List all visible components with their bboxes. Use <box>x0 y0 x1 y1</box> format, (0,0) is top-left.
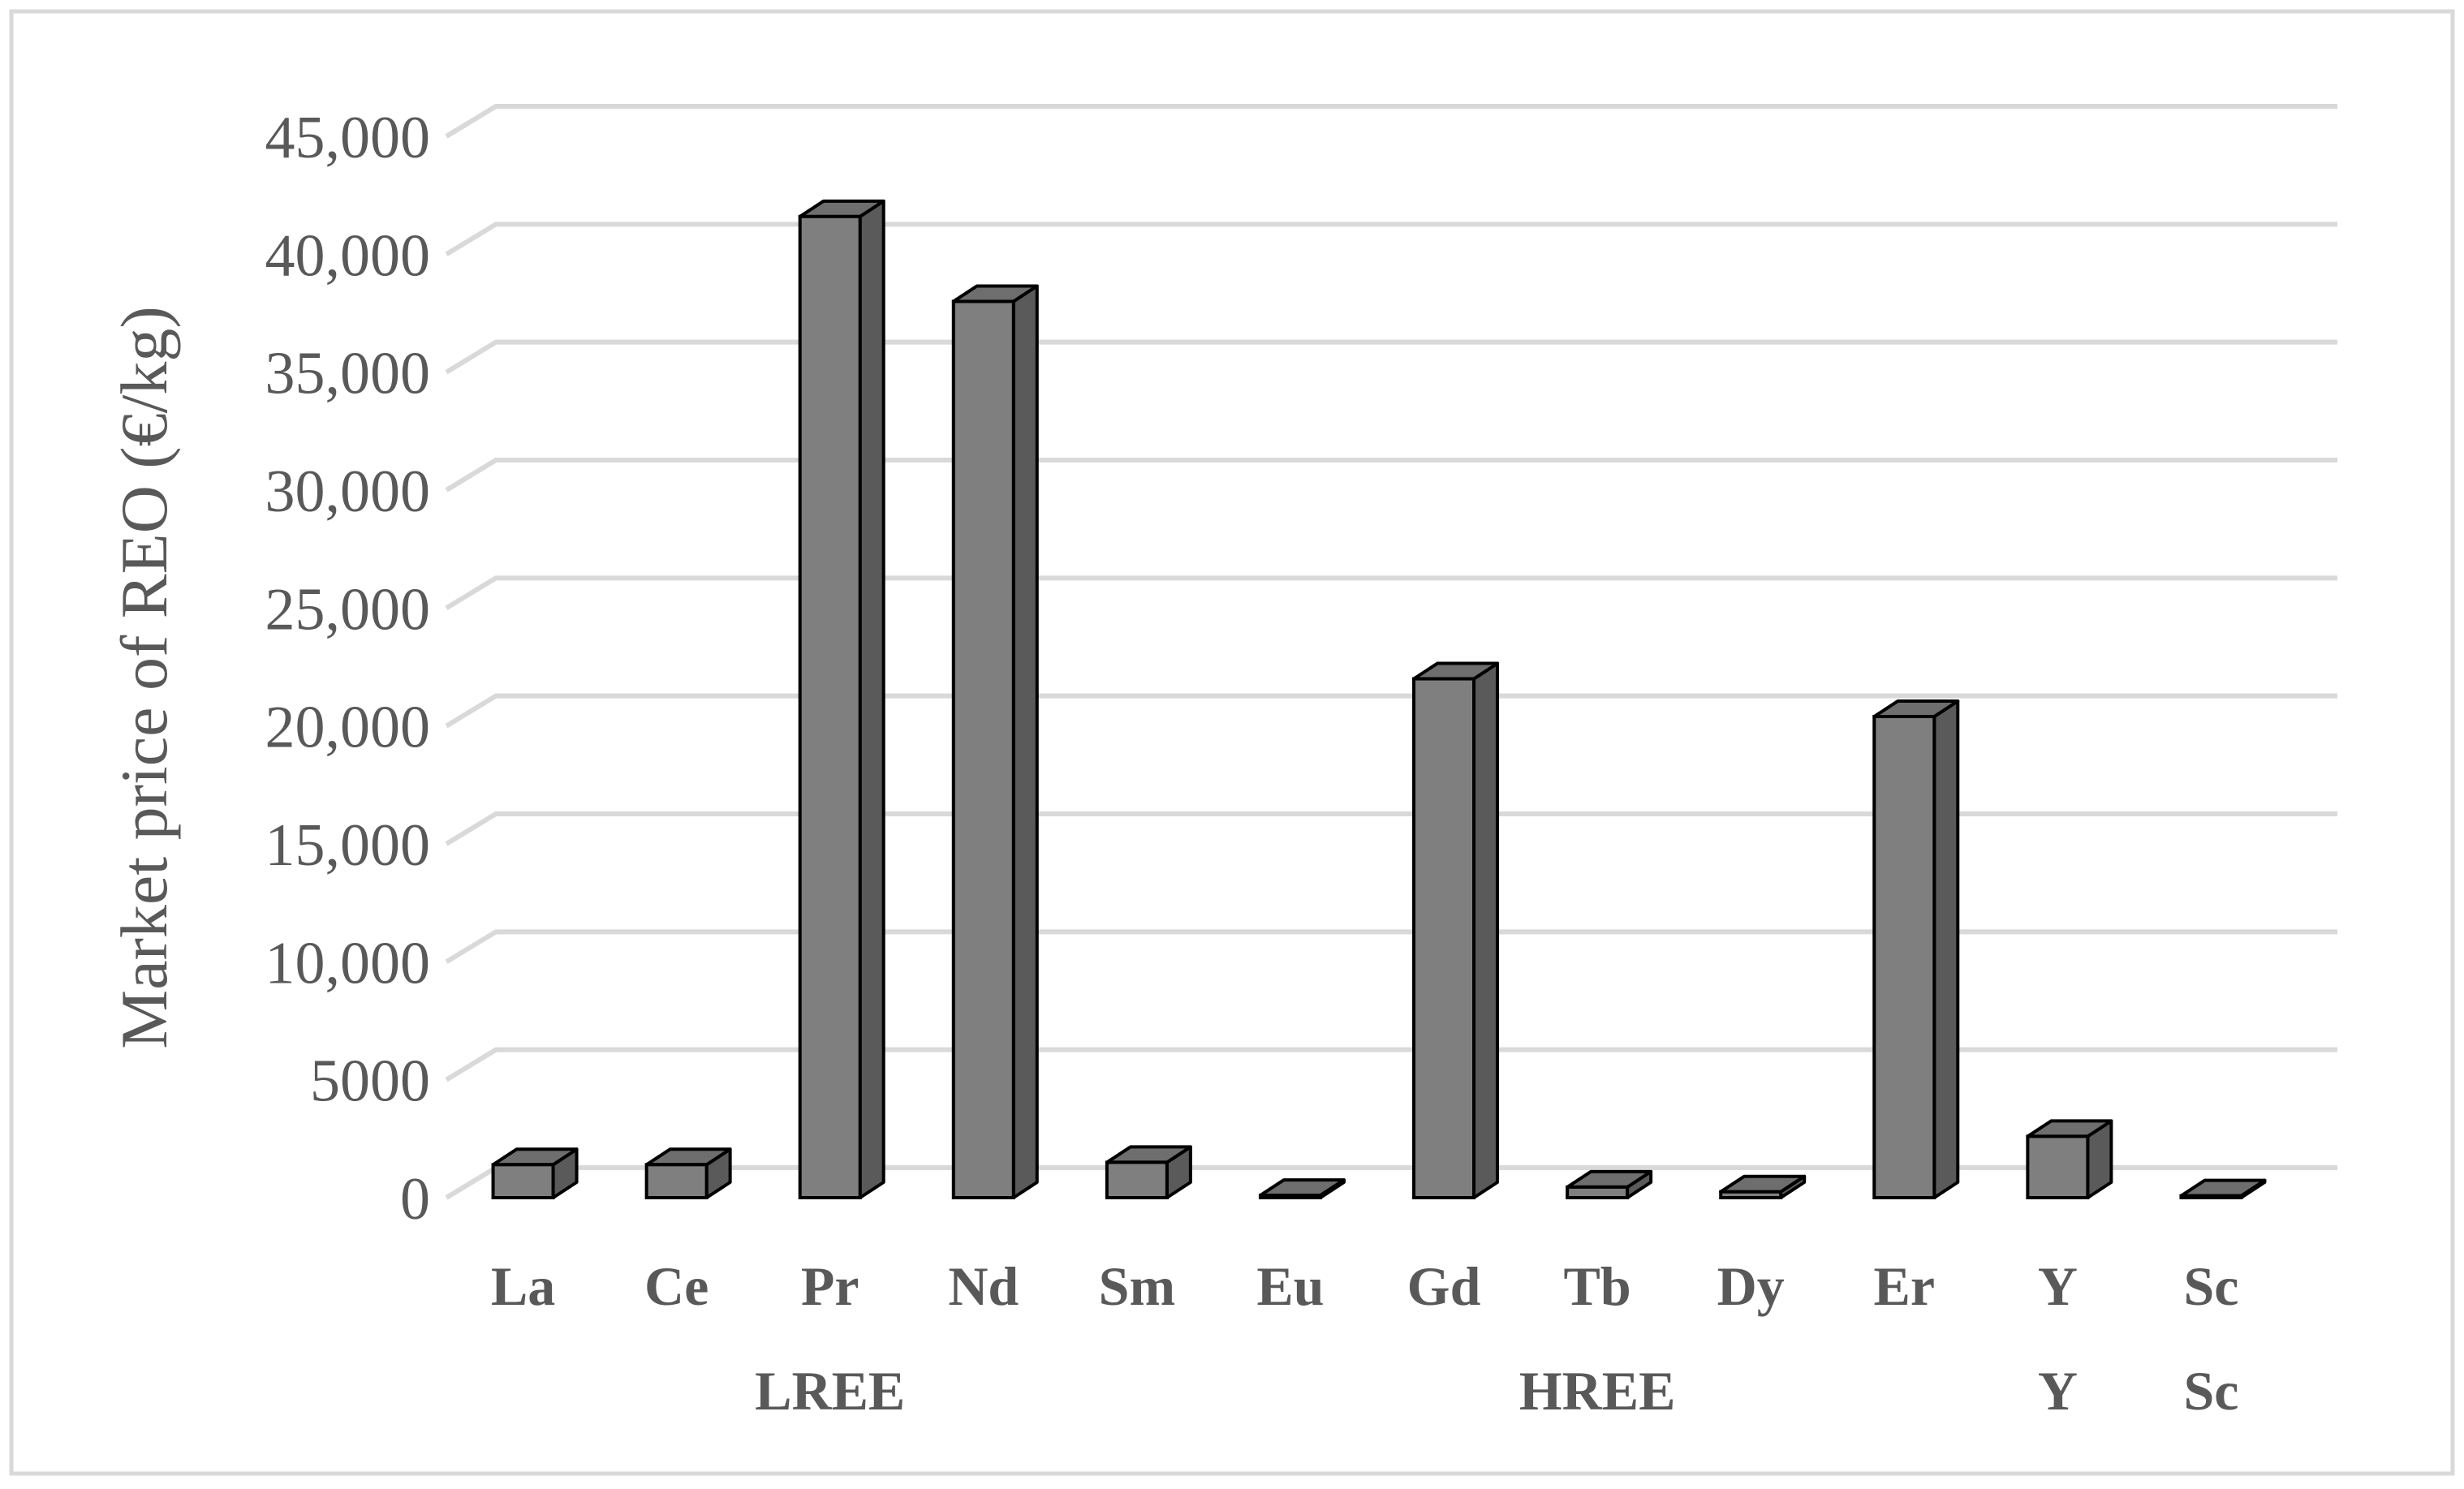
x-tick-label-Y: Y <box>2038 1255 2078 1317</box>
bar-Dy <box>1719 1174 1807 1199</box>
bars <box>491 199 2267 1200</box>
y-tick-label-1: 5000 <box>310 1048 430 1115</box>
x-tick-label-Sm: Sm <box>1099 1255 1175 1317</box>
y-tick-label-4: 20,000 <box>265 695 431 761</box>
bar-Sc <box>2179 1178 2267 1200</box>
y-tick-label-7: 35,000 <box>265 341 431 407</box>
bar-La <box>491 1147 579 1199</box>
x-tick-label-Eu: Eu <box>1256 1255 1324 1317</box>
bar-Tb <box>1566 1169 1653 1200</box>
group-label-1: HREE <box>1519 1360 1676 1422</box>
bar-Gd <box>1412 661 1500 1199</box>
y-tick-label-9: 45,000 <box>265 105 431 171</box>
gridline-5 <box>445 575 2337 610</box>
gridline-2 <box>445 929 2337 964</box>
x-tick-label-Er: Er <box>1874 1255 1936 1317</box>
y-axis-tick-labels: 0 5000 10,000 15,000 20,000 25,000 30,000 35,00… <box>265 105 431 1233</box>
x-tick-label-Pr: Pr <box>801 1255 859 1317</box>
x-axis-category-labels: La Ce Pr Nd Sm Eu Gd Tb Dy Er Y Sc <box>491 1255 2239 1317</box>
y-tick-label-2: 10,000 <box>265 930 431 996</box>
gridline-7 <box>445 339 2337 375</box>
group-label-0: LREE <box>755 1360 905 1422</box>
bar-Er <box>1872 699 1960 1199</box>
bar-Ce <box>644 1147 732 1199</box>
x-tick-label-Sc: Sc <box>2183 1255 2238 1317</box>
y-tick-label-3: 15,000 <box>265 812 431 879</box>
x-tick-label-Tb: Tb <box>1564 1255 1631 1317</box>
y-tick-label-0: 0 <box>400 1166 430 1233</box>
bar-Pr <box>798 199 885 1199</box>
gridline-8 <box>445 222 2337 256</box>
gridlines <box>445 104 2337 1200</box>
bar-Sm <box>1105 1145 1192 1200</box>
x-axis-group-labels: LREE HREE Y Sc <box>755 1360 2238 1422</box>
x-tick-label-Ce: Ce <box>644 1255 709 1317</box>
y-tick-label-5: 25,000 <box>265 576 431 643</box>
gridline-3 <box>445 811 2337 846</box>
bar-Y <box>2026 1119 2113 1199</box>
x-tick-label-Nd: Nd <box>948 1255 1019 1317</box>
x-tick-label-Dy: Dy <box>1717 1255 1785 1317</box>
gridline-9 <box>445 104 2337 139</box>
bar-Eu <box>1258 1178 1346 1200</box>
gridline-1 <box>445 1047 2337 1082</box>
gridline-4 <box>445 693 2337 729</box>
y-tick-label-8: 40,000 <box>265 222 431 289</box>
y-tick-label-6: 30,000 <box>265 458 431 525</box>
gridline-6 <box>445 458 2337 493</box>
x-tick-label-La: La <box>491 1255 555 1317</box>
group-label-3: Sc <box>2183 1360 2238 1422</box>
chart-border <box>9 9 2455 1476</box>
group-label-2: Y <box>2038 1360 2078 1422</box>
y-axis-title: Market price of REO (€/kg) <box>107 306 181 1048</box>
bar-Nd <box>951 284 1039 1199</box>
x-tick-label-Gd: Gd <box>1407 1255 1481 1317</box>
